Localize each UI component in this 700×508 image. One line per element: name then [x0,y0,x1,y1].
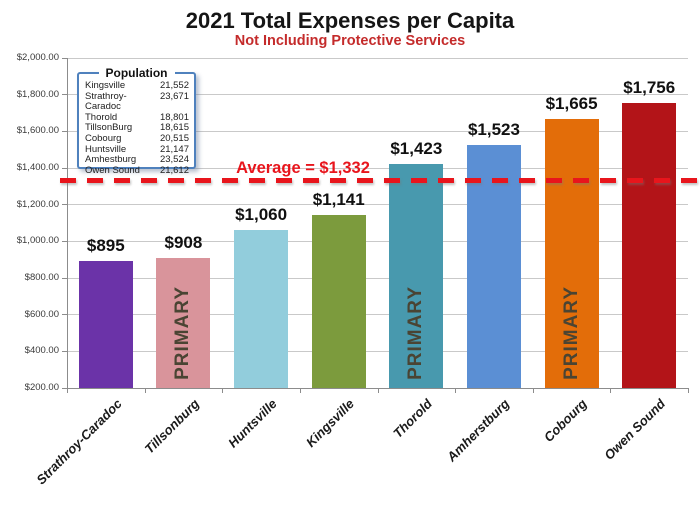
bar-cobourg: PRIMARY [544,119,599,388]
x-tick [144,388,146,393]
average-line [60,178,697,184]
x-tick [610,388,612,393]
gridline [67,167,688,169]
primary-overlay: PRIMARY [405,286,427,380]
x-axis-label: Thorold [390,396,435,441]
legend-row: Strathroy-Caradoc 23,671 [85,90,189,113]
gridline [67,240,688,242]
chart-subtitle: Not Including Protective Services [234,33,466,49]
x-axis-label: Strathroy-Caradoc [33,396,125,488]
gridline [67,204,688,206]
legend-population-value: 21,552 [159,80,189,91]
gridline [67,350,688,352]
bar-value-label: $1,423 [390,138,443,158]
y-axis-label: $1,800.00 [16,88,59,100]
x-tick [377,388,379,393]
legend-population-value: 21,147 [159,143,189,155]
legend-row: Owen Sound 21,612 [85,164,189,177]
y-axis-label: $1,000.00 [16,235,59,247]
bar-value-label: $1,141 [312,190,365,210]
x-tick [222,388,224,393]
bar-strathroy-caradoc [78,260,133,388]
y-tick [62,94,67,96]
x-tick [455,388,457,393]
bar-value-label: $1,665 [545,94,598,114]
y-tick [62,350,67,352]
x-tick [688,388,689,393]
x-axis-line [67,388,689,389]
legend-municipality-name: Huntsville [85,143,127,155]
legend-row: Huntsville 21,147 [85,143,189,156]
primary-overlay: PRIMARY [560,286,582,380]
primary-overlay: PRIMARY [172,286,194,380]
y-tick [62,277,67,279]
x-axis-label: Cobourg [541,396,591,445]
legend-population-value: 21,612 [159,164,189,176]
bar-kingsville [311,215,366,388]
legend-population-value: 18,801 [159,111,189,123]
x-axis-label: Kingsville [303,396,358,451]
legend-rows: Kingsville 21,552 Strathroy-Caradoc 23,671 T… [85,80,189,177]
legend-row: Cobourg 20,515 [85,132,189,145]
gridline [67,130,688,132]
legend-municipality-name: TillsonBurg [85,122,133,134]
legend-municipality-name: Cobourg [85,132,122,144]
bar-thorold: PRIMARY [389,163,444,388]
legend-population-value: 23,671 [159,90,189,102]
y-axis-label: $1,400.00 [16,162,59,173]
y-tick [62,204,67,206]
x-axis-label: Huntsville [225,396,280,451]
y-tick [62,130,67,132]
legend-row: Thorold 18,801 [85,111,189,124]
legend-row: TillsonBurg 18,615 [85,123,189,134]
legend-municipality-name: Amhestburg [85,154,137,166]
legend-title: Population [98,66,175,80]
bar-value-label: $908 [164,233,203,253]
y-axis-line [67,58,68,388]
y-tick [62,314,67,316]
bar-tillsonburg: PRIMARY [156,258,211,388]
x-tick [299,388,301,393]
bar-value-label: $1,756 [623,77,676,97]
x-axis-label: Amherstburg [444,396,513,465]
y-axis-label: $200.00 [24,382,59,393]
y-tick [62,387,67,389]
gridline [67,57,688,59]
bar-amherstburg [466,145,521,388]
population-legend: Population Kingsville 21,552 Strathroy-Car… [77,66,196,175]
bar-owen-sound [622,102,677,388]
legend-row: Amhestburg 23,524 [85,155,189,166]
y-axis-label: $600.00 [24,308,59,320]
legend-municipality-name: Kingsville [85,80,126,91]
legend-population-value: 18,615 [159,122,189,134]
y-tick [62,57,67,59]
chart-title: 2021 Total Expenses per Capita [185,8,515,33]
gridline [67,314,688,316]
x-tick [532,388,534,393]
legend-population-value: 23,524 [159,154,189,166]
legend-municipality-name: Thorold [85,111,118,123]
y-axis-label: $1,600.00 [16,125,59,137]
x-axis-label: Owen Sound [601,396,668,463]
legend-row: Kingsville 21,552 [85,80,189,92]
y-axis-label: $400.00 [24,345,59,357]
y-axis-label: $800.00 [24,272,59,283]
legend-municipality-name: Strathroy-Caradoc [85,90,127,113]
bar-value-label: $895 [86,235,125,255]
legend-municipality-name: Owen Sound [85,164,140,176]
x-axis-label: Tillsonburg [141,396,203,457]
y-axis-label: $2,000.00 [16,52,59,63]
legend-population-value: 20,515 [159,132,189,144]
bar-value-label: $1,523 [467,120,520,140]
y-axis-label: $1,200.00 [16,198,59,210]
gridline [67,94,688,96]
bar-value-label: $1,060 [235,205,288,225]
bar-huntsville [234,230,289,388]
gridline [67,277,688,279]
average-label: Average = $1,332 [236,159,370,177]
y-tick [62,167,67,169]
x-tick [67,388,68,393]
y-tick [62,240,67,242]
